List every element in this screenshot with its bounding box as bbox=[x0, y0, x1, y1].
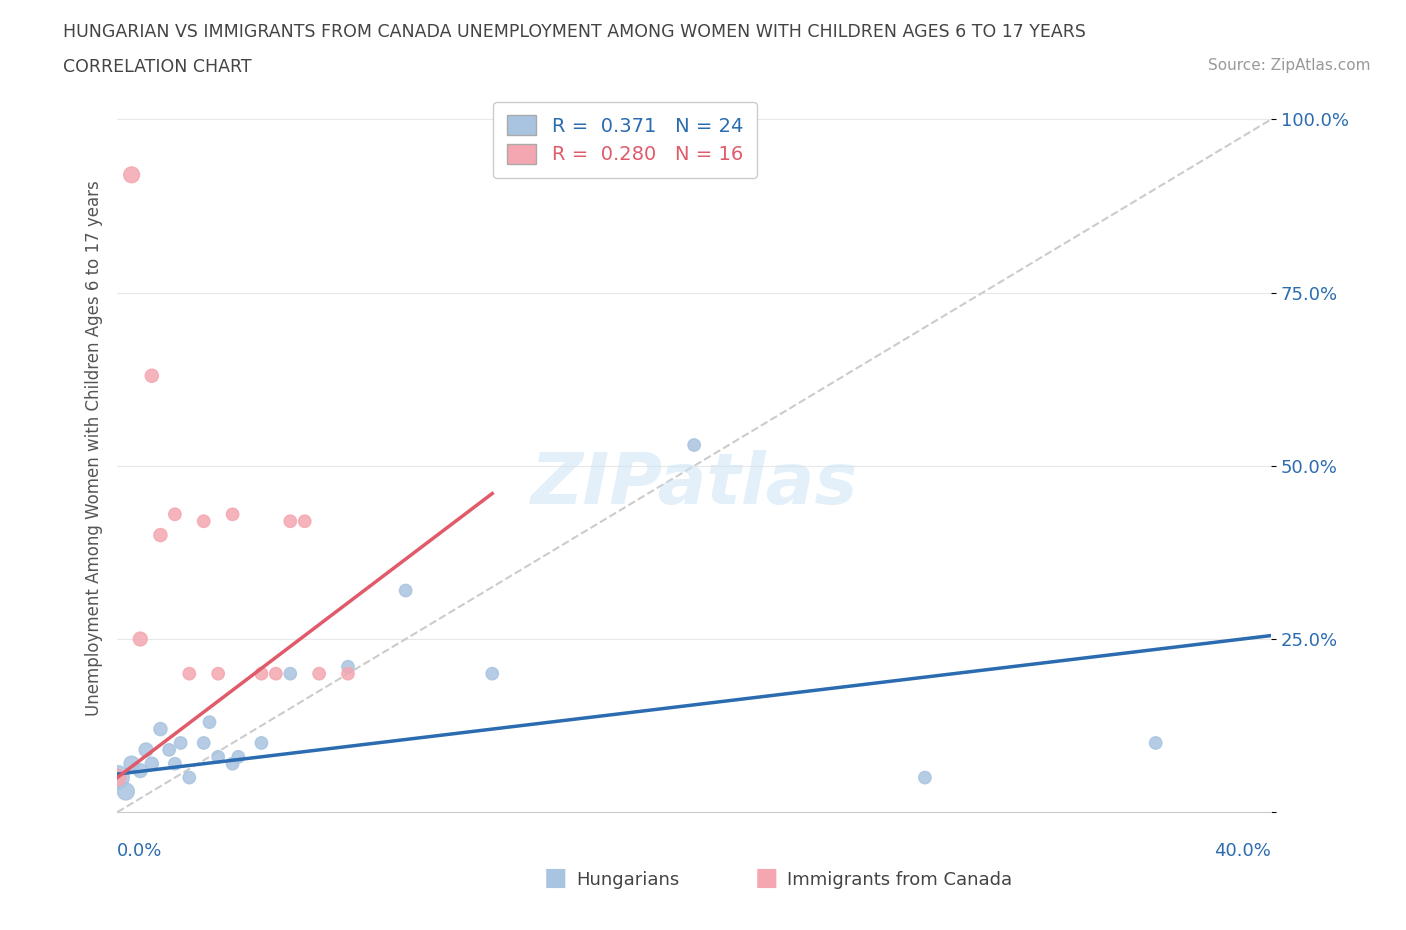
Point bbox=[179, 666, 201, 681]
Point bbox=[278, 513, 301, 528]
Point bbox=[157, 742, 180, 757]
Point bbox=[163, 507, 186, 522]
Point bbox=[115, 784, 138, 799]
Text: ■: ■ bbox=[755, 867, 778, 890]
Point bbox=[278, 666, 301, 681]
Text: Hungarians: Hungarians bbox=[576, 871, 679, 889]
Point bbox=[193, 736, 215, 751]
Text: ZIPatlas: ZIPatlas bbox=[530, 450, 858, 519]
Point bbox=[481, 666, 503, 681]
Text: Immigrants from Canada: Immigrants from Canada bbox=[787, 871, 1012, 889]
Point bbox=[121, 756, 143, 771]
Y-axis label: Unemployment Among Women with Children Ages 6 to 17 years: Unemployment Among Women with Children A… bbox=[86, 180, 103, 716]
Text: ■: ■ bbox=[544, 867, 567, 890]
Text: 40.0%: 40.0% bbox=[1215, 842, 1271, 860]
Point bbox=[336, 659, 359, 674]
Point bbox=[169, 736, 191, 751]
Point bbox=[683, 438, 706, 453]
Point bbox=[207, 666, 229, 681]
Text: Source: ZipAtlas.com: Source: ZipAtlas.com bbox=[1208, 58, 1371, 73]
Point bbox=[264, 666, 287, 681]
Point bbox=[105, 770, 128, 785]
Point bbox=[207, 750, 229, 764]
Point bbox=[221, 507, 243, 522]
Point bbox=[105, 770, 128, 785]
Point bbox=[149, 527, 172, 542]
Point bbox=[163, 756, 186, 771]
Point bbox=[294, 513, 316, 528]
Text: CORRELATION CHART: CORRELATION CHART bbox=[63, 58, 252, 75]
Point bbox=[135, 742, 157, 757]
Point bbox=[193, 513, 215, 528]
Point bbox=[221, 756, 243, 771]
Legend: R =  0.371   N = 24, R =  0.280   N = 16: R = 0.371 N = 24, R = 0.280 N = 16 bbox=[494, 101, 756, 178]
Point bbox=[121, 167, 143, 182]
Point bbox=[141, 368, 163, 383]
Point bbox=[198, 715, 221, 730]
Point bbox=[1144, 736, 1167, 751]
Point bbox=[336, 666, 359, 681]
Text: HUNGARIAN VS IMMIGRANTS FROM CANADA UNEMPLOYMENT AMONG WOMEN WITH CHILDREN AGES : HUNGARIAN VS IMMIGRANTS FROM CANADA UNEM… bbox=[63, 23, 1087, 41]
Point bbox=[228, 750, 250, 764]
Point bbox=[149, 722, 172, 737]
Point bbox=[914, 770, 936, 785]
Point bbox=[129, 764, 152, 778]
Point bbox=[179, 770, 201, 785]
Point bbox=[308, 666, 330, 681]
Point bbox=[129, 631, 152, 646]
Point bbox=[141, 756, 163, 771]
Point bbox=[250, 736, 273, 751]
Point bbox=[250, 666, 273, 681]
Point bbox=[395, 583, 418, 598]
Text: 0.0%: 0.0% bbox=[117, 842, 163, 860]
